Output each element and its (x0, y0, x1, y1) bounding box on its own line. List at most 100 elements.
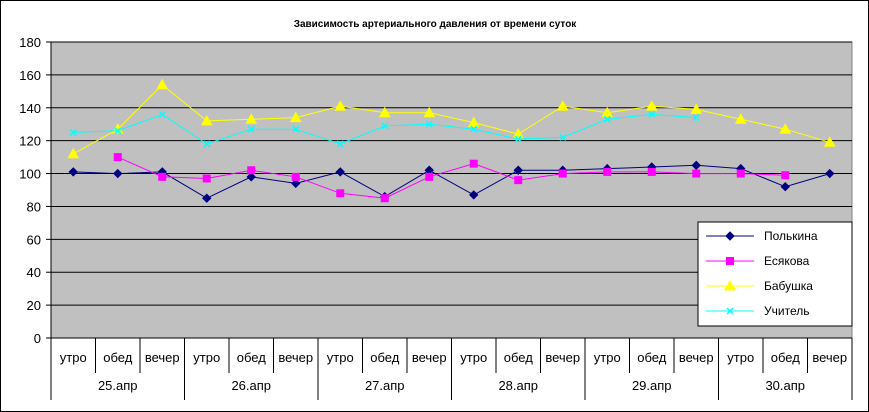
series-line (73, 84, 830, 155)
y-tick-label: 0 (34, 331, 41, 346)
y-tick-label: 180 (19, 35, 41, 50)
legend-item: Есякова (706, 254, 810, 268)
data-point (69, 128, 77, 136)
x-group-label: 25.апр (98, 378, 138, 393)
data-point (780, 182, 790, 192)
data-point (336, 189, 345, 198)
data-point (334, 100, 347, 111)
x-tick-label: обед (637, 350, 666, 365)
y-tick-label: 160 (19, 68, 41, 83)
x-group-label: 30.апр (765, 378, 805, 393)
legend-label: Учитель (764, 304, 809, 318)
data-point (247, 166, 256, 175)
legend: Полькина Есякова Бабушка Учитель (697, 221, 853, 327)
x-tick-label: вечер (679, 350, 714, 365)
data-point (724, 279, 736, 291)
series-line (117, 156, 786, 199)
data-point (513, 165, 523, 175)
data-point (67, 147, 80, 159)
x-tick-label: вечер (412, 350, 447, 365)
data-point (425, 172, 434, 181)
data-point (246, 172, 256, 182)
data-point (381, 122, 389, 130)
data-point (380, 194, 389, 203)
data-point (336, 140, 344, 148)
y-tick-label: 80 (27, 199, 41, 214)
legend-item: Полькина (706, 229, 818, 243)
data-point (68, 167, 78, 177)
data-point (692, 114, 700, 122)
data-point (556, 100, 569, 111)
data-point (202, 193, 212, 203)
y-tick-label: 40 (27, 265, 41, 280)
data-point (114, 127, 122, 135)
legend-box (697, 221, 853, 327)
x-tick-label: утро (594, 350, 621, 365)
data-point (647, 167, 656, 176)
data-point (156, 78, 169, 90)
data-point (423, 106, 436, 118)
legend-item: Бабушка (706, 279, 813, 293)
x-group-label: 28.апр (498, 378, 538, 393)
data-point (645, 100, 658, 111)
series-4 (69, 110, 700, 148)
legend-label: Есякова (764, 254, 810, 268)
x-tick-label: вечер (278, 350, 313, 365)
data-point (825, 168, 835, 179)
x-tick-label: обед (771, 350, 800, 365)
data-point (202, 174, 211, 183)
data-point (558, 169, 567, 178)
series-layer (67, 78, 836, 203)
data-point (378, 106, 391, 118)
data-point (470, 125, 478, 133)
data-point (692, 169, 701, 178)
data-point (603, 167, 612, 176)
x-tick-label: обед (237, 350, 266, 365)
y-tick-label: 60 (27, 232, 41, 247)
data-point (292, 125, 300, 133)
data-point (469, 190, 479, 200)
x-group-label: 26.апр (231, 378, 271, 393)
data-point (691, 160, 701, 171)
data-point (158, 110, 166, 118)
y-tick-label: 100 (19, 167, 41, 182)
x-tick-label: обед (504, 350, 533, 365)
x-tick-label: утро (327, 350, 354, 365)
x-tick-label: вечер (812, 350, 847, 365)
data-point (559, 133, 567, 141)
axes: 0 20 40 60 80 100 120 140 160 180 утро обед вечер утр… (19, 35, 853, 400)
x-tick-label: вечер (145, 350, 180, 365)
x-group-label: 29.апр (632, 378, 672, 393)
legend-item: Учитель (706, 304, 809, 318)
data-point (335, 167, 345, 177)
data-point (113, 168, 123, 179)
x-tick-label: утро (460, 350, 487, 365)
series-3 (67, 78, 836, 159)
data-point (203, 140, 211, 148)
data-point (200, 114, 213, 126)
x-tick-label: утро (727, 350, 754, 365)
data-point (781, 171, 790, 180)
y-tick-label: 120 (19, 134, 41, 149)
x-tick-label: утро (60, 350, 87, 365)
y-tick-label: 20 (27, 298, 41, 313)
data-point (514, 176, 523, 185)
data-point (690, 103, 703, 114)
legend-label: Полькина (764, 229, 818, 243)
data-point (725, 231, 735, 241)
data-point (158, 172, 167, 181)
data-point (823, 136, 836, 147)
series-2 (113, 153, 790, 203)
data-point (514, 135, 522, 143)
data-point (736, 169, 745, 178)
data-point (291, 178, 301, 189)
data-point (601, 106, 614, 118)
x-group-label: 27.апр (365, 378, 405, 393)
data-point (469, 159, 478, 168)
data-point (245, 113, 258, 124)
x-tick-label: обед (103, 350, 132, 365)
data-point (425, 120, 433, 128)
legend-label: Бабушка (764, 279, 813, 293)
data-point (291, 172, 300, 181)
